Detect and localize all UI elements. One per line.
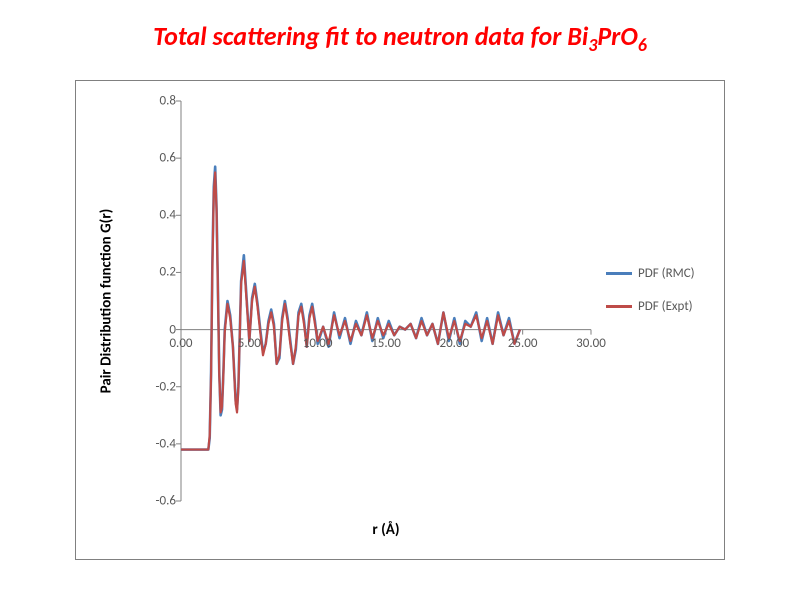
y-tick-label: 0.4 — [160, 208, 176, 223]
x-tick-label: 20.00 — [440, 336, 470, 351]
y-axis-label: Pair Distribution function G(r) — [96, 101, 116, 501]
y-tick-label: 0.8 — [160, 94, 176, 109]
y-tick-label: 0.2 — [160, 265, 176, 280]
y-axis-label-text: Pair Distribution function G(r) — [97, 209, 115, 394]
page-title: Total scattering fit to neutron data for… — [0, 20, 800, 56]
legend-label-rmc: PDF (RMC) — [638, 266, 695, 281]
legend-item-expt: PDF (Expt) — [606, 299, 716, 314]
legend-item-rmc: PDF (RMC) — [606, 266, 716, 281]
legend-swatch-rmc — [606, 272, 632, 275]
chart-frame: Pair Distribution function G(r) -0.6 -0.4… — [75, 80, 725, 560]
x-tick-label: 5.00 — [238, 336, 261, 351]
title-sub-2: 6 — [638, 34, 647, 56]
legend: PDF (RMC) PDF (Expt) — [606, 266, 716, 332]
title-text-2: PrO — [597, 20, 637, 52]
y-tick-label: -0.4 — [156, 436, 176, 451]
x-tick-label: 0.00 — [169, 336, 192, 351]
x-tick-label: 15.00 — [371, 336, 401, 351]
x-tick-label: 30.00 — [576, 336, 606, 351]
y-ticks: -0.6-0.4-0.200.20.40.60.8 — [136, 101, 176, 501]
title-sub-1: 3 — [588, 34, 597, 56]
legend-label-expt: PDF (Expt) — [638, 299, 693, 314]
series-expt — [181, 172, 520, 449]
x-tick-label: 25.00 — [508, 336, 538, 351]
x-tick-label: 10.00 — [303, 336, 333, 351]
y-tick-label: -0.6 — [156, 494, 176, 509]
y-tick-label: -0.2 — [156, 379, 176, 394]
title-text-1: Total scattering fit to neutron data for… — [153, 20, 588, 52]
chart-svg — [181, 101, 591, 501]
legend-swatch-expt — [606, 305, 632, 308]
plot-area — [181, 101, 591, 501]
series-rmc — [181, 167, 520, 450]
x-axis-label: r (Å) — [181, 521, 591, 539]
y-tick-label: 0.6 — [160, 151, 176, 166]
